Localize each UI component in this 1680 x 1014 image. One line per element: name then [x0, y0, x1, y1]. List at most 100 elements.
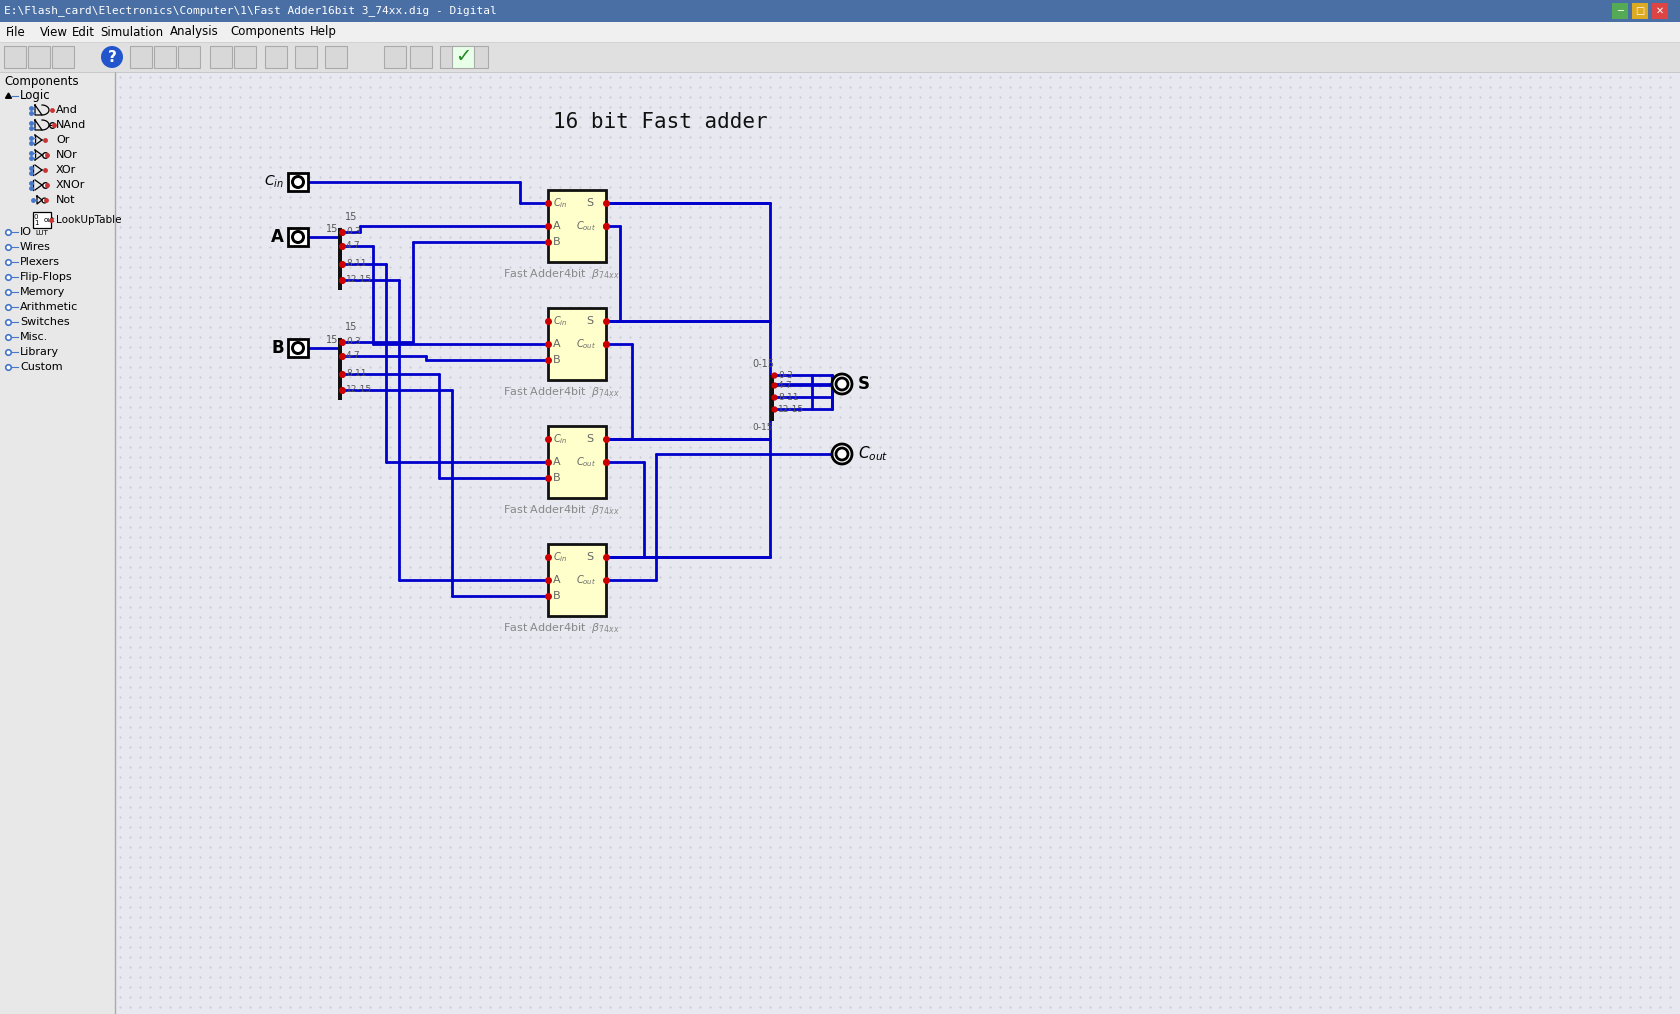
Bar [548, 190, 606, 262]
Bar [1651, 3, 1668, 19]
Text: 8-11: 8-11 [346, 369, 366, 378]
Circle shape [837, 378, 848, 390]
Bar [324, 46, 348, 68]
Text: ✕: ✕ [1656, 6, 1665, 16]
Bar [549, 310, 608, 382]
Text: S: S [586, 198, 593, 208]
Bar [0, 42, 1680, 72]
Bar [210, 46, 232, 68]
Bar [548, 544, 606, 615]
Text: Components: Components [3, 75, 79, 88]
Text: Help: Help [311, 25, 338, 39]
Text: 4-7: 4-7 [778, 380, 793, 389]
Text: View: View [40, 25, 67, 39]
Text: A: A [553, 575, 561, 585]
Text: XNOr: XNOr [55, 180, 86, 190]
Text: LookUpTable: LookUpTable [55, 215, 121, 225]
Bar [155, 46, 176, 68]
Bar [265, 46, 287, 68]
Bar [0, 22, 1680, 42]
Text: 0-3: 0-3 [346, 227, 361, 236]
Text: Flip-Flops: Flip-Flops [20, 272, 72, 282]
Circle shape [101, 46, 123, 68]
Text: $C_{in}$: $C_{in}$ [553, 314, 568, 328]
Text: IO: IO [20, 227, 32, 237]
Text: 16 bit Fast adder: 16 bit Fast adder [553, 112, 768, 132]
Bar [3, 46, 25, 68]
Text: A: A [270, 228, 284, 246]
Text: Logic: Logic [20, 89, 50, 102]
Text: 8-11: 8-11 [346, 260, 366, 269]
Text: 4-7: 4-7 [346, 352, 361, 361]
Text: S: S [858, 375, 870, 393]
Text: LUT: LUT [35, 230, 49, 236]
Bar [34, 212, 50, 228]
Text: Memory: Memory [20, 287, 66, 297]
Bar [548, 426, 606, 498]
Circle shape [291, 230, 306, 244]
Text: Misc.: Misc. [20, 332, 49, 342]
Text: 15: 15 [326, 335, 338, 345]
Text: B: B [553, 237, 561, 247]
Text: ─: ─ [1618, 6, 1623, 16]
Text: 0: 0 [34, 214, 39, 220]
Text: NOr: NOr [55, 150, 77, 160]
Bar [129, 46, 151, 68]
Text: Or: Or [55, 135, 69, 145]
Text: 12-15: 12-15 [346, 276, 373, 285]
Bar [452, 46, 474, 68]
Bar [549, 192, 608, 264]
Text: Edit: Edit [72, 25, 96, 39]
Circle shape [294, 344, 302, 352]
Text: 0-15: 0-15 [753, 423, 773, 432]
Bar [440, 46, 462, 68]
Circle shape [832, 374, 852, 394]
Text: Switches: Switches [20, 317, 69, 327]
Text: Wires: Wires [20, 242, 50, 252]
Bar [287, 339, 307, 357]
Bar [769, 375, 774, 421]
Text: Fast Adder4bit  $β_{74xx}$: Fast Adder4bit $β_{74xx}$ [502, 267, 620, 281]
Text: And: And [55, 105, 77, 115]
Text: 8-11: 8-11 [778, 392, 798, 402]
Text: $C_{out}$: $C_{out}$ [576, 455, 596, 468]
Text: B: B [553, 591, 561, 601]
Text: $C_{out}$: $C_{out}$ [576, 573, 596, 587]
Text: Not: Not [55, 195, 76, 205]
Circle shape [832, 444, 852, 464]
Text: Simulation: Simulation [101, 25, 163, 39]
Text: 15: 15 [326, 224, 338, 234]
Text: Fast Adder4bit  $β_{74xx}$: Fast Adder4bit $β_{74xx}$ [502, 503, 620, 517]
Bar [1631, 3, 1648, 19]
Bar [287, 228, 307, 246]
Text: B: B [553, 355, 561, 365]
Bar [52, 46, 74, 68]
Text: File: File [7, 25, 25, 39]
Text: Components: Components [230, 25, 304, 39]
Text: 15: 15 [344, 322, 358, 332]
Circle shape [294, 178, 302, 186]
Text: S: S [586, 434, 593, 444]
Text: $C_{in}$: $C_{in}$ [553, 196, 568, 210]
Bar [385, 46, 407, 68]
Text: A: A [553, 339, 561, 349]
Text: Fast Adder4bit  $β_{74xx}$: Fast Adder4bit $β_{74xx}$ [502, 385, 620, 399]
Text: 1: 1 [34, 220, 39, 226]
Text: B: B [272, 339, 284, 357]
Text: B: B [553, 473, 561, 483]
Bar [178, 46, 200, 68]
Text: $C_{out}$: $C_{out}$ [858, 445, 889, 463]
Bar [549, 546, 608, 618]
Text: S: S [586, 316, 593, 325]
Text: 0-3: 0-3 [346, 338, 361, 347]
Text: ✓: ✓ [455, 48, 470, 67]
Text: out: out [44, 217, 55, 223]
Text: 12-15: 12-15 [346, 385, 373, 394]
Text: 15: 15 [344, 212, 358, 222]
Text: Analysis: Analysis [170, 25, 218, 39]
Bar [1613, 3, 1628, 19]
Text: Plexers: Plexers [20, 257, 60, 267]
Text: A: A [553, 457, 561, 467]
Text: 0-15: 0-15 [753, 359, 774, 369]
Bar [0, 0, 1680, 22]
